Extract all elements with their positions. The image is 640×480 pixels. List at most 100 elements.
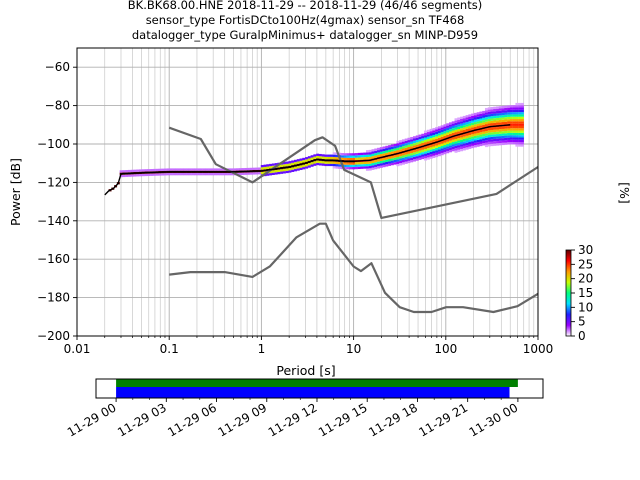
psd-density-cell (515, 128, 519, 131)
psd-density-cell (473, 133, 477, 136)
title-line-2: sensor_type FortisDCto100Hz(4gmax) senso… (146, 13, 465, 27)
psd-density-cell (484, 144, 488, 148)
psd-density-cell (490, 143, 494, 147)
psd-density-cell (280, 169, 284, 172)
psd-density-cell (415, 151, 419, 154)
psd-density-cell (382, 157, 386, 161)
psd-density-cell (435, 136, 439, 139)
psd-density-cell (462, 148, 466, 151)
psd-density-cell (473, 138, 477, 141)
psd-density-cell (490, 127, 494, 130)
psd-density-cell (446, 125, 450, 128)
psd-density-cell (509, 116, 513, 120)
psd-density-cell (507, 135, 511, 138)
psd-density-cell (471, 141, 475, 144)
psd-density-cell (424, 130, 428, 133)
psd-density-cell (460, 116, 464, 119)
psd-density-cell (161, 173, 165, 176)
psd-density-cell (465, 133, 469, 136)
psd-density-cell (437, 149, 441, 152)
psd-density-cell (462, 136, 466, 139)
psd-density-cell (498, 143, 502, 146)
psd-density-cell (518, 142, 522, 145)
psd-density-cell (341, 157, 345, 160)
psd-density-cell (374, 164, 378, 167)
psd-density-cell (490, 129, 494, 133)
psd-density-cell (487, 137, 491, 140)
psd-density-cell (136, 174, 140, 177)
psd-density-cell (399, 140, 403, 143)
psd-density-cell (191, 168, 195, 171)
psd-density-cell (130, 169, 134, 173)
psd-density-cell (429, 149, 433, 152)
psd-density-cell (291, 162, 295, 166)
psd-density-cell (476, 142, 480, 145)
psd-density-cell (296, 166, 300, 169)
psd-density-cell (415, 153, 419, 157)
psd-density-cell (269, 173, 273, 176)
psd-density-cell (327, 156, 331, 160)
psd-density-cell (504, 121, 508, 125)
psd-density-cell (446, 123, 450, 126)
psd-density-cell (498, 108, 502, 111)
psd-density-cell (338, 164, 342, 167)
psd-density-cell (396, 154, 400, 157)
psd-density-cell (332, 163, 336, 167)
psd-density-cell (152, 168, 156, 172)
psd-density-cell (352, 162, 356, 165)
psd-density-cell (490, 141, 494, 144)
psd-density-cell (410, 146, 414, 149)
psd-density-cell (454, 138, 458, 142)
psd-density-cell (174, 172, 178, 176)
psd-density-cell (352, 167, 356, 170)
psd-density-cell (307, 163, 311, 166)
psd-density-cell (166, 168, 170, 171)
psd-density-cell (432, 128, 436, 131)
psd-density-cell (205, 172, 209, 176)
psd-density-cell (305, 163, 309, 167)
plot-background (77, 48, 538, 336)
psd-density-cell (493, 136, 497, 139)
psd-density-cell (454, 127, 458, 130)
psd-density-cell (396, 159, 400, 162)
psd-density-cell (479, 136, 483, 140)
psd-density-cell (509, 125, 513, 129)
psd-density-cell (346, 155, 350, 158)
psd-density-cell (437, 142, 441, 145)
psd-density-cell (432, 134, 436, 138)
psd-density-cell (437, 130, 441, 134)
psd-density-cell (501, 131, 505, 134)
psd-density-cell (401, 141, 405, 144)
psd-density-cell (454, 122, 458, 126)
psd-density-cell (413, 156, 416, 160)
psd-density-cell (321, 156, 325, 159)
psd-density-cell (507, 137, 511, 140)
psd-density-cell (421, 156, 425, 160)
psd-density-cell (407, 156, 411, 159)
psd-density-cell (518, 121, 522, 124)
colorbar-tick-label: 20 (578, 272, 593, 286)
psd-density-cell (504, 128, 508, 131)
psd-density-cell (161, 168, 165, 171)
psd-density-cell (338, 166, 342, 169)
psd-density-cell (493, 129, 497, 133)
psd-density-cell (437, 146, 441, 150)
psd-density-cell (496, 115, 500, 118)
psd-density-cell (471, 143, 475, 146)
psd-density-cell (385, 159, 389, 162)
psd-density-cell (404, 145, 408, 148)
psd-density-cell (498, 115, 502, 118)
psd-density-cell (476, 119, 480, 122)
psd-density-cell (310, 164, 314, 167)
psd-density-cell (188, 172, 192, 176)
psd-density-cell (324, 154, 328, 157)
psd-density-cell (277, 171, 281, 175)
psd-density-cell (479, 129, 483, 133)
psd-density-cell (343, 155, 347, 158)
psd-density-cell (520, 128, 524, 131)
psd-density-cell (443, 145, 447, 148)
psd-density-cell (512, 116, 516, 120)
psd-density-cell (512, 137, 516, 140)
psd-density-cell (424, 151, 428, 154)
psd-density-cell (504, 135, 508, 138)
